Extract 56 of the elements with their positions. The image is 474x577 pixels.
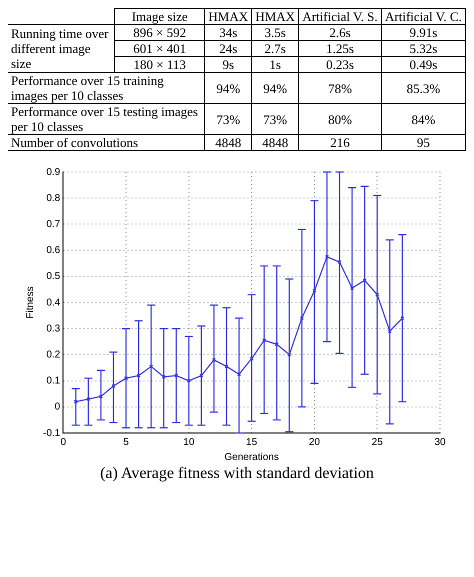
x-tick-label: 15 (246, 436, 258, 448)
y-tick-label: -0.1 (42, 428, 61, 439)
text: 9s (222, 57, 234, 72)
text: 3.5s (264, 25, 286, 40)
text: 34s (219, 25, 238, 40)
text: 78% (328, 80, 352, 96)
y-tick-label: 0.7 (46, 218, 61, 230)
text: 4848 (215, 135, 242, 150)
category-label: Number of convolutions (11, 135, 138, 150)
text: 1s (269, 57, 281, 72)
text: 1.25s (326, 41, 354, 56)
category-label: HMAX (204, 8, 252, 24)
y-tick-label: 0.8 (46, 192, 61, 204)
text: 9.91s (410, 25, 438, 40)
y-tick-label: 0.1 (46, 376, 61, 387)
y-tick-label: 0 (54, 402, 61, 413)
text: 4848 (262, 135, 288, 150)
text: 24s (219, 41, 238, 56)
y-tick-label: 0.3 (46, 323, 61, 334)
y-tick-label: 0.6 (46, 245, 61, 256)
category-label: Performance over 15 testing images per 10 classes (11, 104, 198, 134)
x-tick-label: 25 (372, 436, 384, 448)
text: 896 × 592 (133, 25, 186, 40)
text: 2.6s (329, 25, 351, 40)
text: 85.3% (406, 80, 440, 96)
x-axis-title: Generations (224, 452, 279, 463)
text: 0.49s (410, 57, 438, 72)
text: 601 × 401 (133, 41, 186, 56)
x-tick-label: 30 (434, 436, 446, 448)
text: 0.23s (326, 57, 354, 72)
y-tick-label: 0.9 (46, 166, 61, 178)
text: 84% (411, 112, 436, 126)
text: 2.7s (264, 41, 286, 56)
text: 180 × 113 (133, 57, 186, 72)
category-label: HMAX (252, 8, 299, 24)
text: 73% (263, 112, 288, 126)
x-tick-label: 5 (123, 436, 130, 448)
text: 216 (330, 135, 350, 150)
text: 94% (216, 80, 240, 96)
x-tick-label: 20 (308, 436, 320, 448)
y-tick-label: 0.2 (46, 349, 61, 360)
category-label: Artificial V. C. (381, 8, 466, 24)
text: (a) Average fitness with standard deviation (99, 465, 375, 483)
text: 5.32s (410, 41, 438, 56)
category-label: Running time over different image size (11, 26, 108, 71)
text: 73% (216, 112, 240, 126)
category-label: Performance over 15 training images per 10 classes (11, 73, 164, 103)
text: 80% (328, 112, 352, 126)
text: 95 (416, 135, 430, 150)
y-tick-label: 0.4 (46, 297, 61, 308)
text: 94% (263, 80, 288, 96)
category-label: Artificial V. S. (298, 8, 382, 24)
x-tick-label: 10 (183, 436, 195, 448)
category-label: Image size (114, 8, 205, 24)
y-tick-label: 0.5 (46, 271, 61, 282)
y-axis-title: Fitness (24, 286, 36, 319)
